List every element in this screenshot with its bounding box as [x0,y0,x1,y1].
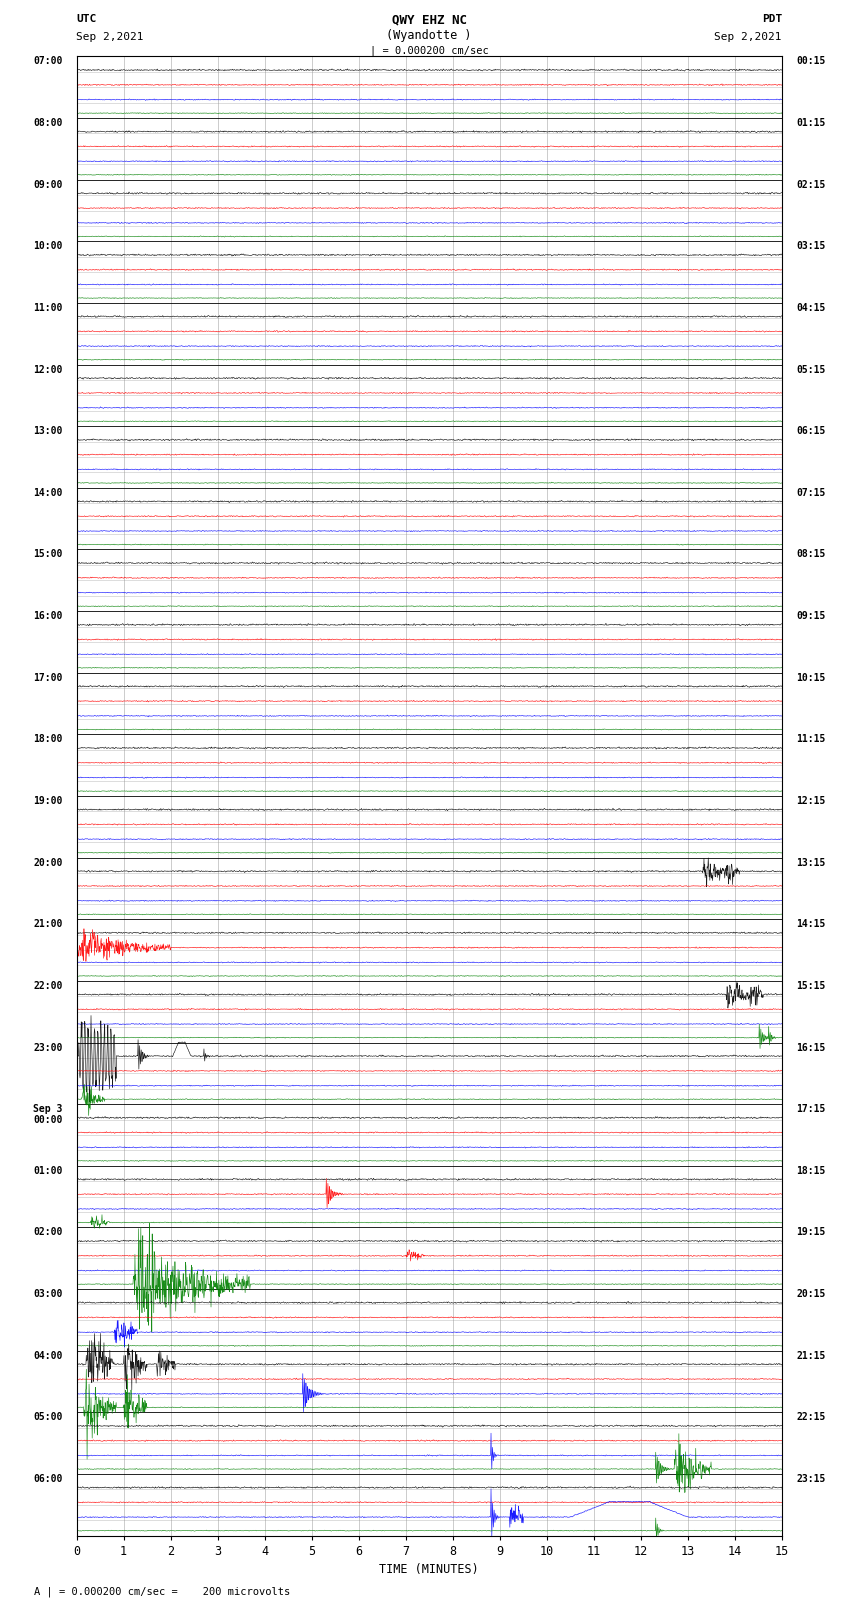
Text: 17:00: 17:00 [33,673,62,682]
Text: 18:00: 18:00 [33,734,62,744]
Text: 07:00: 07:00 [33,56,62,66]
Text: 11:00: 11:00 [33,303,62,313]
Text: 05:00: 05:00 [33,1413,62,1423]
Text: 00:00: 00:00 [33,1115,62,1126]
Text: 12:15: 12:15 [796,797,825,806]
Text: 12:00: 12:00 [33,365,62,374]
Text: A | = 0.000200 cm/sec =    200 microvolts: A | = 0.000200 cm/sec = 200 microvolts [34,1586,290,1597]
Text: 10:00: 10:00 [33,242,62,252]
Text: 15:15: 15:15 [796,981,825,990]
Text: 09:00: 09:00 [33,179,62,190]
Text: Sep 3: Sep 3 [33,1105,62,1115]
Text: 22:15: 22:15 [796,1413,825,1423]
Text: 18:15: 18:15 [796,1166,825,1176]
Text: UTC: UTC [76,15,97,24]
X-axis label: TIME (MINUTES): TIME (MINUTES) [379,1563,479,1576]
Text: 17:15: 17:15 [796,1105,825,1115]
Text: 23:15: 23:15 [796,1474,825,1484]
Text: 16:00: 16:00 [33,611,62,621]
Text: 20:00: 20:00 [33,858,62,868]
Text: 16:15: 16:15 [796,1042,825,1053]
Text: 02:00: 02:00 [33,1227,62,1237]
Text: 01:00: 01:00 [33,1166,62,1176]
Text: | = 0.000200 cm/sec: | = 0.000200 cm/sec [370,45,489,56]
Text: 03:00: 03:00 [33,1289,62,1298]
Text: 23:00: 23:00 [33,1042,62,1053]
Text: QWY EHZ NC: QWY EHZ NC [392,15,467,27]
Text: 15:00: 15:00 [33,550,62,560]
Text: (Wyandotte ): (Wyandotte ) [387,29,472,42]
Text: 14:15: 14:15 [796,919,825,929]
Text: 08:15: 08:15 [796,550,825,560]
Text: 00:15: 00:15 [796,56,825,66]
Text: 01:15: 01:15 [796,118,825,127]
Text: PDT: PDT [762,15,782,24]
Text: 09:15: 09:15 [796,611,825,621]
Text: 05:15: 05:15 [796,365,825,374]
Text: 04:00: 04:00 [33,1350,62,1361]
Text: Sep 2,2021: Sep 2,2021 [76,32,144,42]
Text: 14:00: 14:00 [33,487,62,498]
Text: 19:00: 19:00 [33,797,62,806]
Text: 08:00: 08:00 [33,118,62,127]
Text: 13:15: 13:15 [796,858,825,868]
Text: 21:15: 21:15 [796,1350,825,1361]
Text: 20:15: 20:15 [796,1289,825,1298]
Text: Sep 2,2021: Sep 2,2021 [715,32,782,42]
Text: 07:15: 07:15 [796,487,825,498]
Text: 06:00: 06:00 [33,1474,62,1484]
Text: 10:15: 10:15 [796,673,825,682]
Text: 11:15: 11:15 [796,734,825,744]
Text: 03:15: 03:15 [796,242,825,252]
Text: 04:15: 04:15 [796,303,825,313]
Text: 19:15: 19:15 [796,1227,825,1237]
Text: 06:15: 06:15 [796,426,825,436]
Text: 22:00: 22:00 [33,981,62,990]
Text: 02:15: 02:15 [796,179,825,190]
Text: 13:00: 13:00 [33,426,62,436]
Text: 21:00: 21:00 [33,919,62,929]
